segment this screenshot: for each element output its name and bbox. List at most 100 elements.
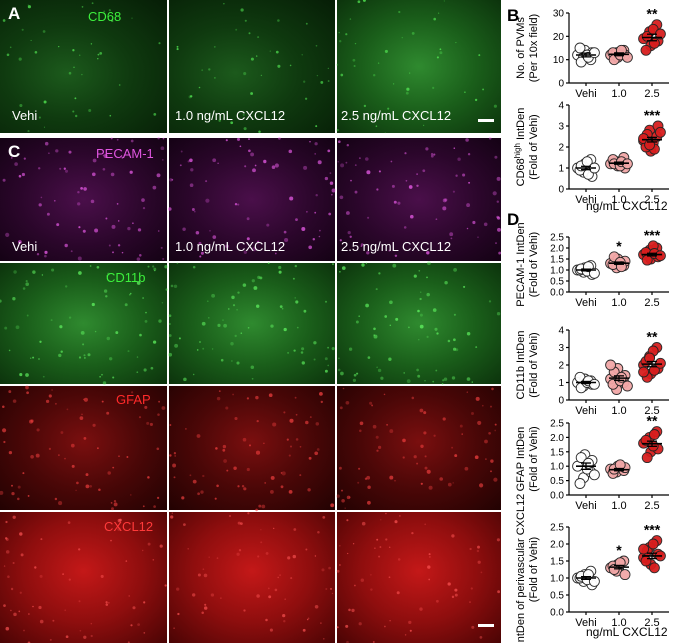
chart-5: 0.0 0.5 1.0 1.5 2.0 2.5 Vehi 1.0 2.5 GFAP IntDen(… bbox=[515, 413, 669, 512]
chart-4: 0 1 2 3 4 Vehi 1.0 2.5 CD11b IntDen(Fold of Vehi… bbox=[515, 326, 669, 417]
chart-6: 0.0 0.5 1.0 1.5 2.0 2.5 Vehi 1.0 2.5 IntDen of pe… bbox=[515, 494, 669, 643]
data-point bbox=[644, 352, 656, 364]
data-point bbox=[621, 380, 633, 392]
x-tick-label: Vehi bbox=[575, 617, 596, 629]
significance-marker: ** bbox=[647, 6, 658, 22]
data-point bbox=[640, 555, 652, 567]
panel-a-scale-bar bbox=[478, 119, 494, 122]
y-tick-label: 4 bbox=[558, 101, 564, 112]
y-axis-label: CD11b IntDen(Fold of Vehi) bbox=[515, 331, 540, 400]
x-tick-label: Vehi bbox=[575, 405, 596, 417]
panel-c-group-low: 1.0 ng/mL CXCL12 bbox=[175, 239, 286, 254]
data-point bbox=[619, 569, 631, 581]
y-tick-label: 1.5 bbox=[550, 255, 564, 266]
x-tick-label: 2.5 bbox=[644, 297, 659, 309]
y-tick-label: 0 bbox=[558, 396, 564, 407]
x-tick-label: 1.0 bbox=[611, 297, 626, 309]
y-tick-label: 2.5 bbox=[550, 523, 564, 534]
x-tick-label: 1.0 bbox=[611, 617, 626, 629]
panel-c-marker-cd11b: CD11b bbox=[106, 270, 146, 285]
y-tick-label: 1 bbox=[558, 164, 564, 175]
panel-b-letter: B bbox=[507, 6, 520, 25]
significance-marker: *** bbox=[644, 227, 661, 243]
y-tick-label: 1.5 bbox=[550, 557, 564, 568]
x-tick-label: Vehi bbox=[575, 88, 596, 100]
panel-c-marker-cxcl12: CXCL12 bbox=[104, 519, 154, 534]
data-point bbox=[648, 429, 660, 440]
panel-a-marker: CD68 bbox=[88, 9, 122, 24]
y-tick-label: 1 bbox=[558, 378, 564, 389]
panel-c-cd11b-high bbox=[337, 263, 501, 384]
y-tick-label: 2.5 bbox=[550, 233, 564, 244]
y-tick-label: 20 bbox=[553, 32, 565, 43]
significance-marker: ** bbox=[647, 329, 658, 345]
panel-c-pecam-vehi bbox=[0, 138, 167, 261]
y-tick-label: 1.0 bbox=[550, 266, 564, 277]
panel-c-cxcl12-high bbox=[337, 512, 501, 643]
y-tick-label: 2.0 bbox=[550, 433, 564, 444]
x-tick-label: 1.0 bbox=[611, 500, 626, 512]
data-point bbox=[640, 434, 652, 446]
data-point bbox=[654, 126, 666, 138]
panel-a-letter: A bbox=[8, 4, 21, 23]
panel-c-cxcl12-low bbox=[169, 512, 335, 643]
panel-c-letter: C bbox=[8, 142, 21, 161]
y-tick-label: 1.5 bbox=[550, 447, 564, 458]
y-tick-label: 2 bbox=[558, 143, 564, 154]
y-tick-label: 30 bbox=[553, 9, 565, 20]
x-tick-label: Vehi bbox=[575, 500, 596, 512]
y-tick-label: 0.5 bbox=[550, 591, 564, 602]
y-tick-label: 0 bbox=[558, 185, 564, 196]
panel-c-gfap-high bbox=[337, 386, 501, 510]
panel-c-cxcl12-vehi bbox=[0, 512, 167, 643]
x-tick-label: 2.5 bbox=[644, 617, 659, 629]
y-axis-label: CD68high IntDen(Fold of Vehi) bbox=[513, 108, 540, 187]
significance-marker: *** bbox=[644, 107, 661, 123]
y-axis-label: PECAM-1 IntDen(Fold of Vehi) bbox=[515, 222, 540, 306]
x-tick-label: 2.5 bbox=[644, 405, 659, 417]
chart-2: 0 1 2 3 4 Vehi 1.0 2.5 CD68high IntDen(Fold of V… bbox=[513, 101, 669, 206]
significance-marker: * bbox=[616, 542, 622, 558]
x-tick-label: 2.5 bbox=[644, 500, 659, 512]
data-point bbox=[638, 366, 650, 378]
panel-c-scale-bar bbox=[478, 624, 494, 627]
panel-c-pecam-high bbox=[337, 138, 501, 261]
panel-c-gfap-low bbox=[169, 386, 335, 510]
panel-c-pecam-low bbox=[169, 138, 335, 261]
data-point bbox=[641, 452, 653, 464]
y-tick-label: 0.0 bbox=[550, 288, 564, 299]
data-point bbox=[640, 44, 652, 56]
data-point bbox=[638, 543, 650, 555]
data-point bbox=[647, 538, 659, 550]
x-tick-label: Vehi bbox=[575, 194, 596, 206]
y-tick-label: 2.0 bbox=[550, 244, 564, 255]
y-tick-label: 0.5 bbox=[550, 277, 564, 288]
y-tick-label: 3 bbox=[558, 343, 564, 354]
data-point bbox=[588, 469, 600, 481]
panel-c-group-high: 2.5 ng/mL CXCL12 bbox=[341, 239, 452, 254]
y-tick-label: 0.5 bbox=[550, 476, 564, 487]
y-tick-label: 4 bbox=[558, 326, 564, 337]
data-point bbox=[588, 575, 600, 587]
y-tick-label: 1.0 bbox=[550, 574, 564, 585]
data-point bbox=[574, 478, 586, 489]
data-point bbox=[605, 359, 617, 371]
y-tick-label: 0.0 bbox=[550, 491, 564, 502]
data-point bbox=[574, 42, 586, 54]
data-point bbox=[648, 562, 660, 574]
y-tick-label: 2.0 bbox=[550, 540, 564, 551]
y-tick-label: 2 bbox=[558, 361, 564, 372]
panel-a-image-vehi bbox=[0, 0, 167, 133]
panel-d-xlabel: ng/mL CXCL12 bbox=[586, 625, 668, 639]
y-axis-label: GFAP IntDen(Fold of Vehi) bbox=[515, 426, 540, 491]
y-axis-label: IntDen of perivascular CXCL12(Fold of Ve… bbox=[515, 494, 540, 643]
chart-1: 0 10 20 30 Vehi 1.0 2.5 No. of PVMs(Per 10x fie… bbox=[515, 6, 669, 100]
x-tick-label: 1.0 bbox=[611, 88, 626, 100]
panel-a-group-low: 1.0 ng/mL CXCL12 bbox=[175, 108, 286, 123]
panel-c-cd11b-low bbox=[169, 263, 335, 384]
significance-marker: *** bbox=[644, 522, 661, 538]
y-tick-label: 3 bbox=[558, 122, 564, 133]
x-tick-label: 2.5 bbox=[644, 88, 659, 100]
